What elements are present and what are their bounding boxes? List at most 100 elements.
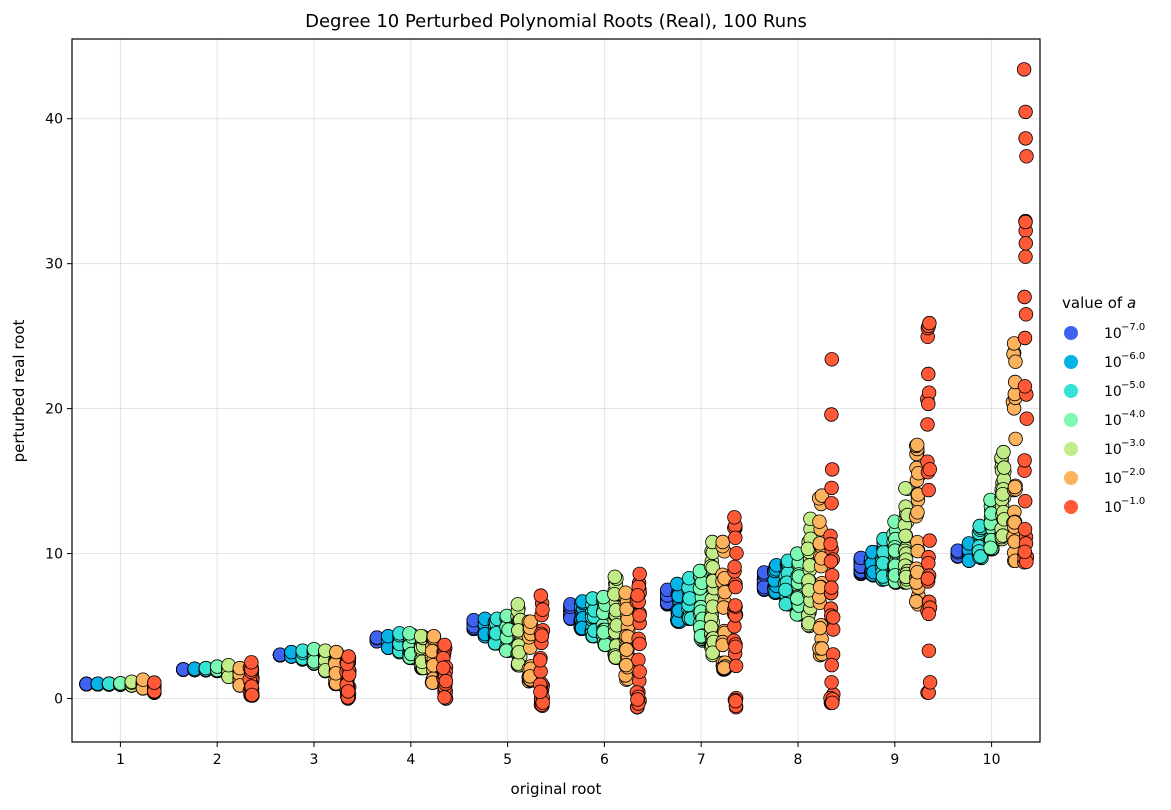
data-point (716, 660, 732, 676)
data-point (812, 514, 827, 529)
legend-marker (1064, 355, 1078, 369)
data-point (826, 610, 841, 625)
data-point (728, 639, 743, 655)
legend-marker (1064, 471, 1078, 485)
legend-marker (1064, 500, 1078, 514)
data-point (1017, 289, 1032, 305)
data-point (909, 594, 924, 609)
data-point (922, 315, 937, 331)
data-point (910, 437, 925, 453)
legend-label-exponent: −2.0 (1121, 467, 1145, 478)
data-point (826, 622, 841, 637)
legend-marker (1064, 442, 1078, 456)
legend-label-exponent: −6.0 (1121, 351, 1145, 362)
data-point (533, 684, 548, 700)
data-point (922, 533, 937, 548)
data-point (1017, 494, 1033, 509)
x-tick-label: 1 (116, 752, 125, 768)
x-tick-label: 8 (794, 752, 803, 768)
data-point (824, 580, 839, 595)
data-point (437, 637, 452, 653)
data-point (910, 543, 925, 559)
data-points (79, 62, 1035, 715)
legend-marker (1064, 413, 1078, 427)
data-point (619, 642, 634, 657)
data-point (910, 505, 925, 520)
data-point (715, 534, 730, 550)
legend-label-exponent: −5.0 (1121, 380, 1145, 391)
data-point (533, 588, 549, 603)
x-tick-label: 4 (406, 752, 415, 768)
data-point (523, 614, 538, 629)
data-point (1007, 479, 1023, 495)
data-point (607, 569, 623, 585)
chart-title: Degree 10 Perturbed Polynomial Roots (Re… (305, 11, 807, 32)
series-points (79, 543, 965, 692)
legend-label: 10 (1104, 355, 1122, 371)
data-point (630, 692, 645, 707)
legend-title-text: value of (1062, 294, 1127, 312)
data-point (824, 407, 839, 422)
data-point (1018, 131, 1033, 146)
grid (72, 39, 1040, 742)
data-point (329, 644, 344, 660)
data-point (341, 649, 356, 664)
plot-frame (71, 38, 1041, 743)
data-point (1017, 379, 1033, 394)
data-point (1017, 330, 1033, 346)
legend: value of a10 −7.010 −6.010 −5.010 −4.010 −3.0… (1062, 294, 1145, 516)
data-point (1017, 544, 1033, 560)
data-point (436, 660, 451, 676)
legend-title-variable: a (1127, 294, 1136, 312)
y-tick-label: 30 (45, 257, 63, 273)
data-point (921, 482, 936, 498)
series-points (135, 336, 1023, 696)
data-point (824, 496, 839, 511)
y-axis-label: perturbed real root (10, 319, 28, 462)
data-point (824, 480, 839, 496)
x-tick-label: 5 (503, 752, 512, 768)
x-tick-label: 2 (213, 752, 222, 768)
data-point (632, 566, 647, 582)
data-point (778, 582, 793, 598)
data-point (921, 366, 936, 382)
data-point (921, 556, 936, 571)
data-point (824, 657, 839, 673)
legend-label: 10 (1104, 442, 1122, 458)
data-point (426, 629, 442, 644)
data-point (1019, 411, 1034, 426)
data-point (1019, 149, 1034, 164)
data-point (898, 481, 913, 496)
data-point (728, 598, 743, 613)
x-tick-label: 3 (310, 752, 319, 768)
data-point (340, 684, 356, 699)
data-point (825, 568, 840, 583)
data-point (631, 652, 646, 668)
data-point (973, 549, 988, 564)
data-point (1007, 515, 1022, 530)
data-point (705, 560, 720, 575)
data-point (920, 417, 935, 432)
y-tick-label: 0 (54, 692, 63, 708)
series-points (147, 62, 1035, 715)
data-point (824, 352, 840, 367)
data-point (682, 591, 697, 606)
data-point (619, 601, 634, 617)
legend-label-exponent: −1.0 (1121, 496, 1145, 507)
series-points (101, 518, 989, 692)
y-tick-label: 10 (45, 547, 63, 563)
x-axis-label: original root (511, 780, 602, 798)
data-point (1016, 62, 1032, 77)
data-point (996, 460, 1012, 475)
data-point (922, 675, 938, 690)
legend-label-exponent: −3.0 (1121, 438, 1145, 449)
data-point (921, 606, 936, 622)
data-point (535, 602, 550, 617)
data-point (825, 462, 840, 477)
legend-label-exponent: −4.0 (1121, 409, 1145, 420)
data-point (729, 546, 744, 561)
data-point (983, 540, 998, 556)
axis-ticks: 1 2 3 4 5 6 7 8 9 10 0 10 20 30 40 (45, 112, 1000, 768)
data-point (1008, 354, 1023, 369)
